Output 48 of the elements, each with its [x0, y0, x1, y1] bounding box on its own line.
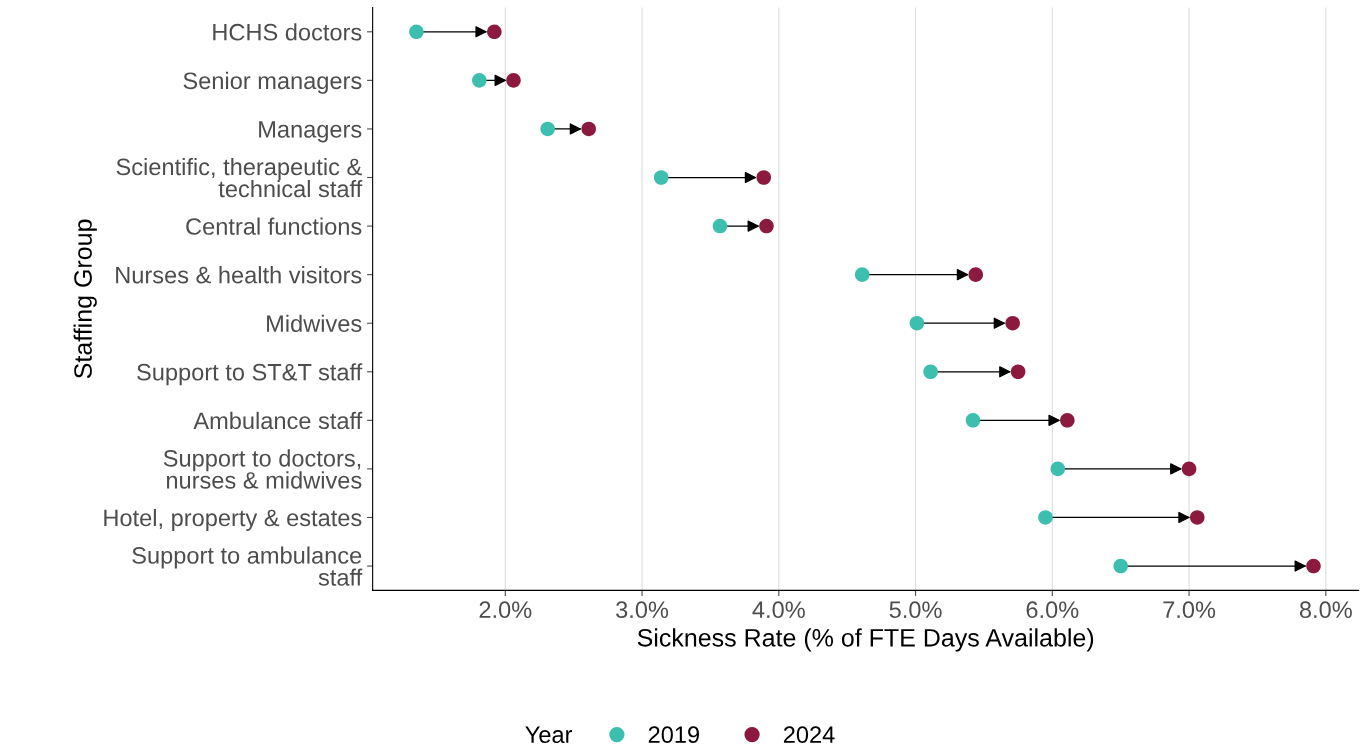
point: [487, 24, 502, 40]
x-tick-label: 4.0%: [752, 601, 805, 619]
y-tick-label: Ambulance staff: [193, 411, 363, 430]
point: [759, 218, 774, 234]
point: [472, 73, 487, 88]
point: [1306, 558, 1321, 574]
point: [1010, 364, 1026, 380]
point: [1005, 315, 1020, 331]
point: [1038, 510, 1053, 525]
y-tick-label: Scientific, therapeutic & technical staff: [116, 157, 363, 198]
point: [653, 170, 669, 185]
point: [409, 24, 424, 40]
point: [1189, 510, 1205, 525]
point: [968, 267, 984, 282]
point: [965, 413, 981, 428]
y-tick-label: Senior managers: [183, 71, 362, 94]
y-axis-title: Staffing Group: [73, 219, 97, 379]
point: [712, 218, 728, 234]
y-tick-label: Central functions: [186, 217, 362, 235]
x-tick-label: 7.0%: [1163, 601, 1216, 619]
point: [1113, 558, 1128, 574]
y-tick-label: Support to ST&T staff: [137, 363, 363, 386]
x-tick-label: 2.0%: [479, 601, 532, 619]
y-tick-label: Midwives: [267, 314, 362, 332]
y-tick-label: Support to ambulance staff: [132, 546, 363, 586]
point: [1181, 461, 1197, 477]
x-tick-label: 5.0%: [889, 601, 942, 619]
legend-title: Year: [525, 726, 573, 744]
point: [506, 73, 521, 88]
y-tick-label: Support to doctors, nurses & midwives: [163, 449, 362, 489]
y-tick-label: Managers: [259, 121, 362, 143]
point: [1050, 461, 1066, 477]
x-tick-label: 6.0%: [1026, 601, 1079, 619]
point: [756, 170, 772, 185]
x-axis-title: Sickness Rate (% of FTE Days Available): [637, 628, 1094, 652]
x-tick-label: 3.0%: [616, 601, 669, 619]
legend-label: 2019: [648, 726, 699, 744]
point: [923, 364, 938, 380]
y-tick-label: Hotel, property & estates: [104, 508, 362, 531]
y-tick-label: Nurses & health visitors: [116, 266, 362, 284]
y-tick-label: HCHS doctors: [213, 23, 362, 41]
point: [854, 267, 870, 282]
point: [1060, 413, 1075, 428]
legend-label: 2024: [783, 726, 835, 744]
x-tick-label: 8.0%: [1299, 601, 1352, 619]
point: [909, 315, 925, 331]
point: [581, 121, 596, 137]
point: [540, 121, 555, 137]
